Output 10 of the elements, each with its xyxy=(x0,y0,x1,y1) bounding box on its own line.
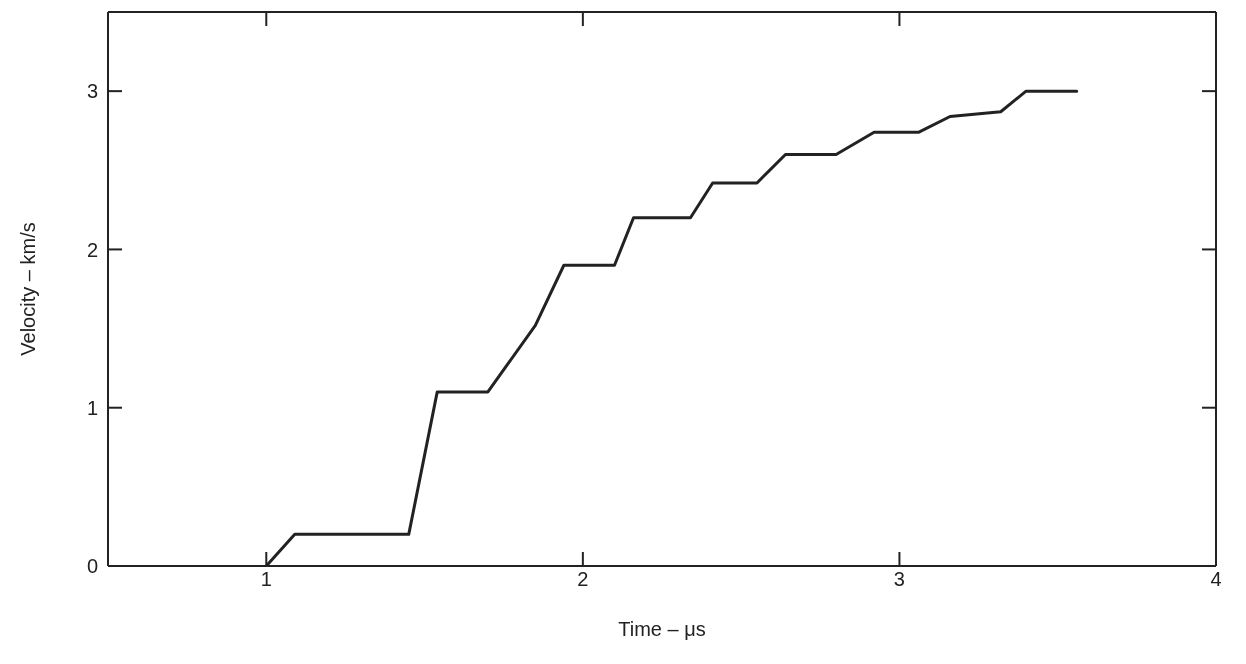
x-tick-label: 2 xyxy=(577,568,589,591)
y-tick-label: 2 xyxy=(86,238,98,261)
y-axis-title: Velocity – km/s xyxy=(17,222,40,356)
y-tick-label: 0 xyxy=(86,555,98,578)
x-axis-title: Time – μs xyxy=(618,618,706,640)
x-tick-label: 3 xyxy=(893,568,905,591)
x-tick-label: 4 xyxy=(1210,568,1222,591)
y-tick-label: 1 xyxy=(86,396,98,419)
x-tick-label: 1 xyxy=(260,568,272,591)
y-tick-label: 3 xyxy=(86,80,98,103)
